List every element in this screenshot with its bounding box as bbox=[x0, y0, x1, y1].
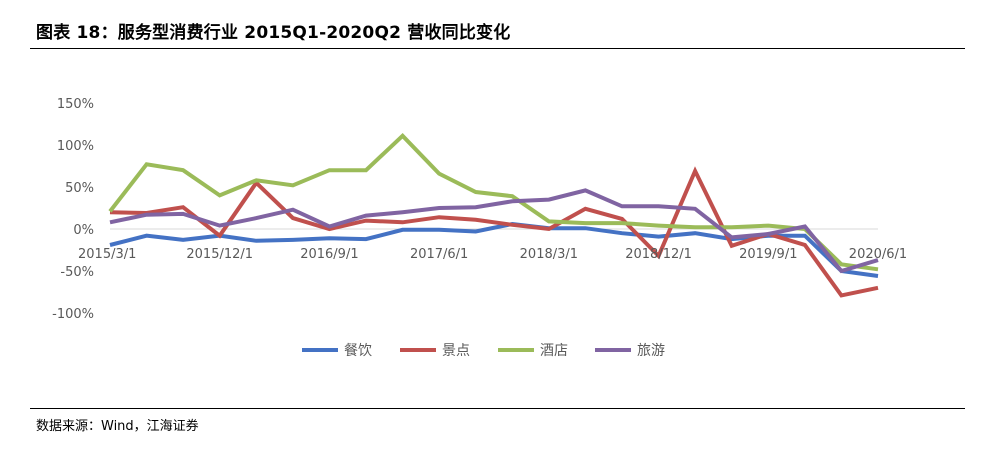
x-tick-label: 2016/9/1 bbox=[300, 247, 358, 262]
y-axis-ticks: 150% 100% 50% 0% -50% -100% bbox=[52, 97, 94, 322]
x-tick-label: 2020/6/1 bbox=[849, 247, 907, 262]
chart-title: 图表 18：服务型消费行业 2015Q1-2020Q2 营收同比变化 bbox=[36, 23, 511, 43]
source-note: 数据来源：Wind，江海证券 bbox=[36, 419, 199, 434]
x-axis-ticks: 2015/3/1 2015/12/1 2016/9/1 2017/6/1 2018/3/… bbox=[78, 247, 907, 262]
title-divider bbox=[30, 48, 965, 49]
x-tick-label: 2015/12/1 bbox=[186, 247, 253, 262]
y-tick-label: 100% bbox=[57, 139, 94, 154]
y-tick-label: -50% bbox=[60, 265, 94, 280]
source-divider bbox=[30, 408, 965, 409]
legend: 餐饮 景点 酒店 旅游 bbox=[302, 343, 665, 359]
series-line-景点 bbox=[109, 166, 879, 298]
legend-label-旅游: 旅游 bbox=[637, 343, 665, 359]
series-line-酒店 bbox=[108, 132, 879, 272]
x-tick-label: 2018/3/1 bbox=[520, 247, 578, 262]
legend-label-景点: 景点 bbox=[442, 343, 470, 359]
legend-label-餐饮: 餐饮 bbox=[344, 343, 372, 359]
x-tick-label: 2015/3/1 bbox=[78, 247, 136, 262]
series-line-旅游 bbox=[109, 188, 879, 274]
x-tick-label: 2019/9/1 bbox=[739, 247, 797, 262]
y-tick-label: -100% bbox=[52, 307, 94, 322]
series-lines bbox=[108, 132, 879, 298]
y-tick-label: 150% bbox=[57, 97, 94, 112]
x-tick-label: 2018/12/1 bbox=[625, 247, 692, 262]
legend-label-酒店: 酒店 bbox=[540, 343, 568, 359]
y-tick-label: 50% bbox=[65, 181, 94, 196]
y-tick-label: 0% bbox=[73, 223, 94, 238]
x-tick-label: 2017/6/1 bbox=[410, 247, 468, 262]
